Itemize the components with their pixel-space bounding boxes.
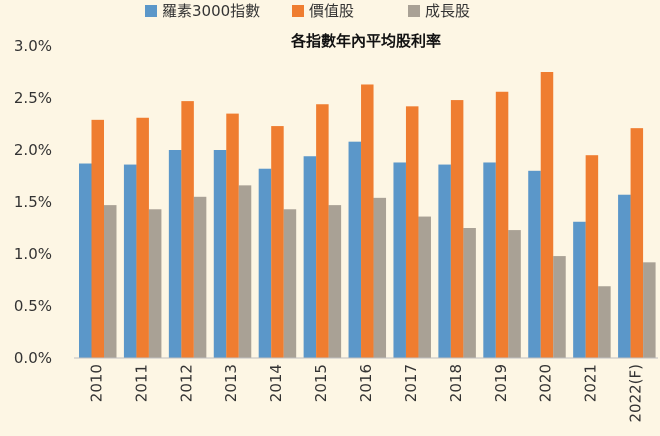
y-tick-label: 0.5%: [14, 297, 52, 315]
x-tick-label: 2022(F): [627, 364, 645, 423]
y-tick-label: 3.0%: [14, 37, 52, 55]
bar-0-5: [303, 156, 317, 358]
legend-swatch-0: [145, 5, 157, 17]
bar-1-5: [316, 104, 329, 359]
legend-swatch-2: [408, 5, 420, 17]
bar-2-6: [373, 197, 387, 358]
bar-0-7: [393, 162, 406, 358]
bar-1-2: [181, 101, 194, 359]
bar-2-12: [643, 262, 656, 358]
x-tick-label: 2014: [267, 364, 285, 402]
bar-1-3: [226, 113, 239, 358]
y-tick-label: 2.5%: [14, 89, 52, 107]
y-tick-label: 2.0%: [14, 141, 52, 159]
y-axis: 0.0% 0.5% 1.0% 1.5% 2.0% 2.5% 3.0%: [14, 37, 52, 367]
bar-2-11: [598, 286, 611, 358]
x-tick-label: 2011: [132, 364, 150, 402]
bar-2-0: [104, 205, 117, 358]
bar-1-12: [630, 128, 644, 358]
bar-0-3: [213, 150, 227, 358]
bar-2-10: [553, 256, 566, 358]
y-tick-label: 1.5%: [14, 193, 52, 211]
bar-0-1: [123, 164, 137, 358]
bar-0-8: [438, 164, 451, 358]
bar-0-9: [483, 162, 496, 358]
bar-1-0: [91, 119, 104, 358]
bar-0-2: [168, 150, 182, 358]
bar-2-5: [328, 205, 342, 358]
bar-1-7: [405, 106, 419, 358]
bar-2-7: [418, 216, 431, 358]
legend-label-0: 羅素3000指數: [162, 2, 260, 20]
bar-0-12: [618, 194, 631, 358]
bar-2-4: [283, 209, 297, 358]
bar-1-11: [585, 155, 599, 358]
bar-2-3: [238, 185, 252, 358]
bar-1-6: [361, 84, 374, 358]
legend: 羅素3000指數 價值股 成長股: [145, 2, 470, 20]
x-tick-label: 2018: [447, 364, 465, 402]
bar-1-4: [271, 126, 284, 358]
bar-2-2: [193, 196, 207, 358]
x-tick-label: 2010: [87, 364, 105, 402]
x-tick-label: 2019: [492, 364, 510, 402]
bar-1-1: [136, 117, 149, 358]
legend-swatch-1: [292, 5, 304, 17]
bars: [79, 72, 656, 359]
bar-0-10: [528, 170, 541, 358]
bar-2-8: [463, 228, 476, 358]
x-tick-label: 2013: [222, 364, 240, 402]
bar-0-6: [348, 141, 362, 358]
x-tick-label: 2015: [312, 364, 330, 402]
x-tick-label: 2020: [537, 364, 555, 402]
x-tick-label: 2021: [582, 364, 600, 402]
bar-1-8: [450, 100, 464, 358]
bar-0-4: [258, 168, 272, 358]
x-axis: 2010 2011 2012 2013 2014 2015 2016 2017 2018 2019…: [87, 364, 644, 423]
bar-2-1: [148, 209, 162, 358]
y-tick-label: 0.0%: [14, 349, 52, 367]
bar-1-9: [495, 91, 509, 358]
chart-title: 各指數年內平均股利率: [290, 32, 441, 50]
x-tick-label: 2017: [402, 364, 420, 402]
y-tick-label: 1.0%: [14, 245, 52, 263]
bar-0-0: [79, 163, 92, 358]
bar-0-11: [573, 221, 586, 358]
x-tick-label: 2012: [177, 364, 195, 402]
legend-label-2: 成長股: [425, 2, 470, 20]
legend-label-1: 價值股: [309, 2, 354, 20]
x-tick-label: 2016: [357, 364, 375, 402]
bar-1-10: [540, 72, 554, 358]
bar-2-9: [508, 230, 521, 358]
